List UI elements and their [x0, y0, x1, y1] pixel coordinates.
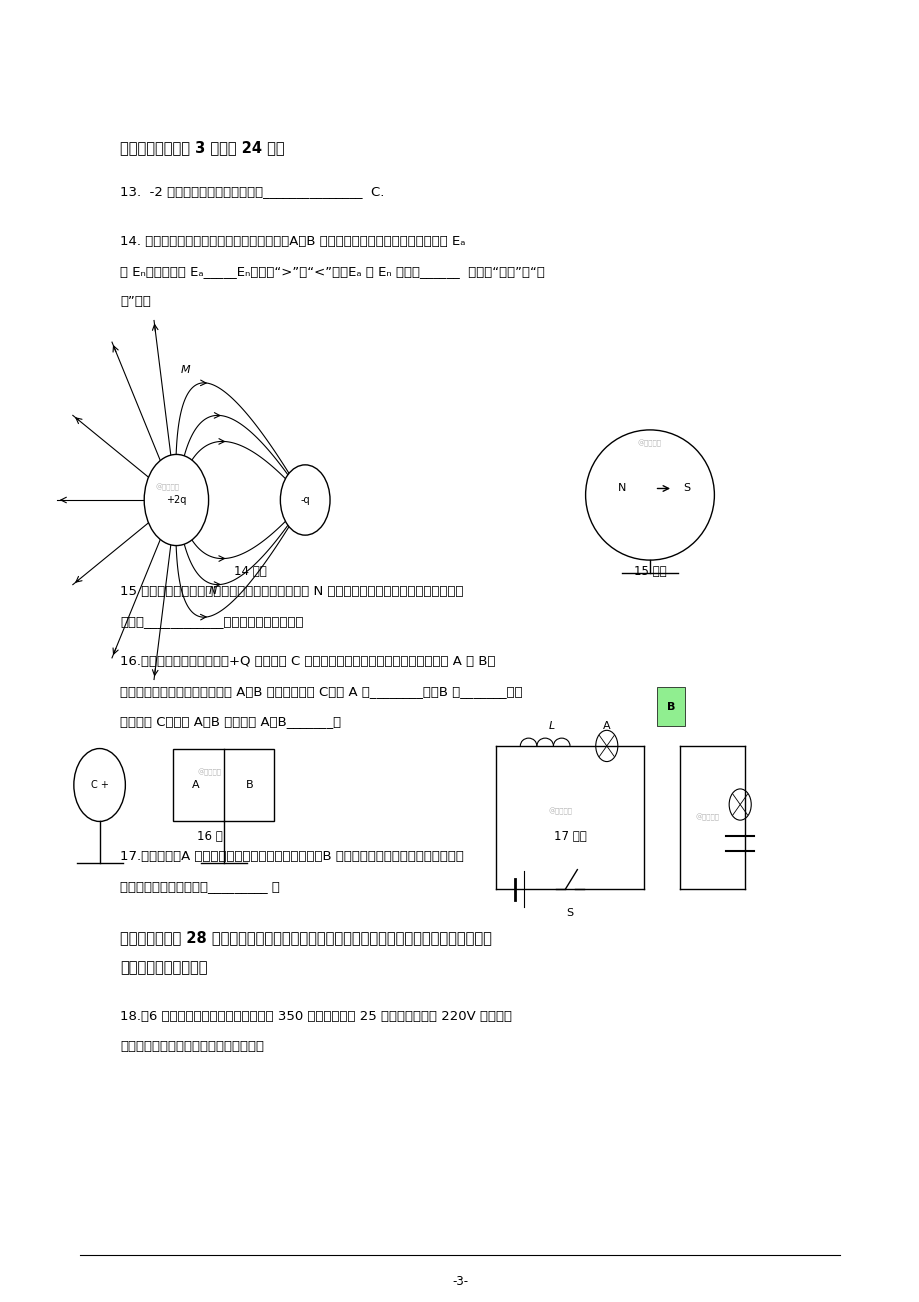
Text: 18.（6 分）一台理想变压器的原线圈有 350 匝，副线圈有 25 匝。副线圈输出 220V 的正弦式: 18.（6 分）一台理想变压器的原线圈有 350 匝，副线圈有 25 匝。副线圈… [119, 1010, 512, 1023]
Text: 它们均放在绝缘支架上，若先将 A、B 分开，再移走 C，则 A 带________电，B 带_______电；: 它们均放在绝缘支架上，若先将 A、B 分开，再移走 C，则 A 带_______… [119, 685, 522, 698]
Text: L: L [548, 721, 554, 732]
Text: @正确教育: @正确教育 [549, 807, 573, 815]
Circle shape [144, 454, 209, 546]
Text: 17 题图: 17 题图 [553, 829, 585, 842]
Text: 三、计算题（共 28 分，要求：写出必要的文字说明、方程式、演算步骤和答案，答案必须明: 三、计算题（共 28 分，要求：写出必要的文字说明、方程式、演算步骤和答案，答案… [119, 930, 492, 945]
Text: N: N [209, 586, 217, 596]
Text: 二、填空题（每空 3 分，共 24 分）: 二、填空题（每空 3 分，共 24 分） [119, 141, 284, 155]
Text: -q: -q [301, 495, 310, 505]
Text: B: B [245, 780, 253, 790]
Text: 若先移走 C，再把 A、B 分开，则 A、B_______。: 若先移走 C，再把 A、B 分开，则 A、B_______。 [119, 715, 341, 728]
Text: @正确教育: @正确教育 [198, 768, 221, 776]
Text: 和 Eₙ。由图可知 Eₐ_____Eₙ（选填“>”或“<”），Eₐ 和 Eₙ 的方向______  （选填“相同”或“不: 和 Eₙ。由图可知 Eₐ_____Eₙ（选填“>”或“<”），Eₐ 和 Eₙ 的… [119, 266, 544, 279]
Text: -3-: -3- [451, 1275, 468, 1288]
Text: N: N [618, 483, 626, 493]
Bar [657, 687, 685, 727]
Text: 15 如图所示，给金属圆环通电，与其共面的小磁针 N 极转向垂直纸面向里，则圆环中的电流: 15 如图所示，给金属圆环通电，与其共面的小磁针 N 极转向垂直纸面向里，则圆环… [119, 585, 463, 598]
Text: 16 图: 16 图 [197, 829, 222, 842]
Text: M: M [181, 365, 190, 375]
Text: 确写出数值和单位。）: 确写出数值和单位。） [119, 960, 208, 975]
Text: S: S [683, 483, 689, 493]
Text: @正确教育: @正确教育 [155, 483, 179, 491]
Text: +2q: +2q [166, 495, 187, 505]
Text: B: B [666, 702, 675, 712]
Bar [173, 749, 274, 822]
Text: 14 题图: 14 题图 [233, 565, 267, 578]
Text: @正确教育: @正确教育 [637, 439, 662, 447]
Text: @正确教育: @正确教育 [696, 814, 720, 822]
Text: 15 题图: 15 题图 [633, 565, 665, 578]
Text: A: A [192, 780, 199, 790]
Text: 14. 图是一个正点电荷周围的电场线分布图，A、B 是电场中的两点，其电场强度分别为 Eₐ: 14. 图是一个正点电荷周围的电场线分布图，A、B 是电场中的两点，其电场强度分… [119, 234, 465, 247]
Text: 17.如图所示，A 灯连接电阻较小的线圈和直流电源，B 灯连接电容和交流电源，闭合开关，: 17.如图所示，A 灯连接电阻较小的线圈和直流电源，B 灯连接电容和交流电源，闭… [119, 850, 463, 863]
Text: 交变电压，计算原线圈两端的输入电压。: 交变电压，计算原线圈两端的输入电压。 [119, 1040, 264, 1053]
Circle shape [280, 465, 330, 535]
Text: C +: C + [91, 780, 108, 790]
Text: 同”）。: 同”）。 [119, 296, 151, 309]
Text: 方向是____________（填顺时针或逆时针）: 方向是____________（填顺时针或逆时针） [119, 615, 303, 628]
Text: S: S [566, 907, 573, 918]
Text: 16.如图所示，在带电荷量为+Q 的带电体 C 右侧有两个相互接触的不带电的金属导体 A 和 B，: 16.如图所示，在带电荷量为+Q 的带电体 C 右侧有两个相互接触的不带电的金属… [119, 655, 495, 668]
Text: 13.  -2 价的硫离子所带的电荷量为_______________  C.: 13. -2 价的硫离子所带的电荷量为_______________ C. [119, 185, 384, 198]
Text: 待电路稳定后，灯亮的是_________ 灯: 待电路稳定后，灯亮的是_________ 灯 [119, 880, 279, 893]
Text: A: A [602, 721, 610, 732]
